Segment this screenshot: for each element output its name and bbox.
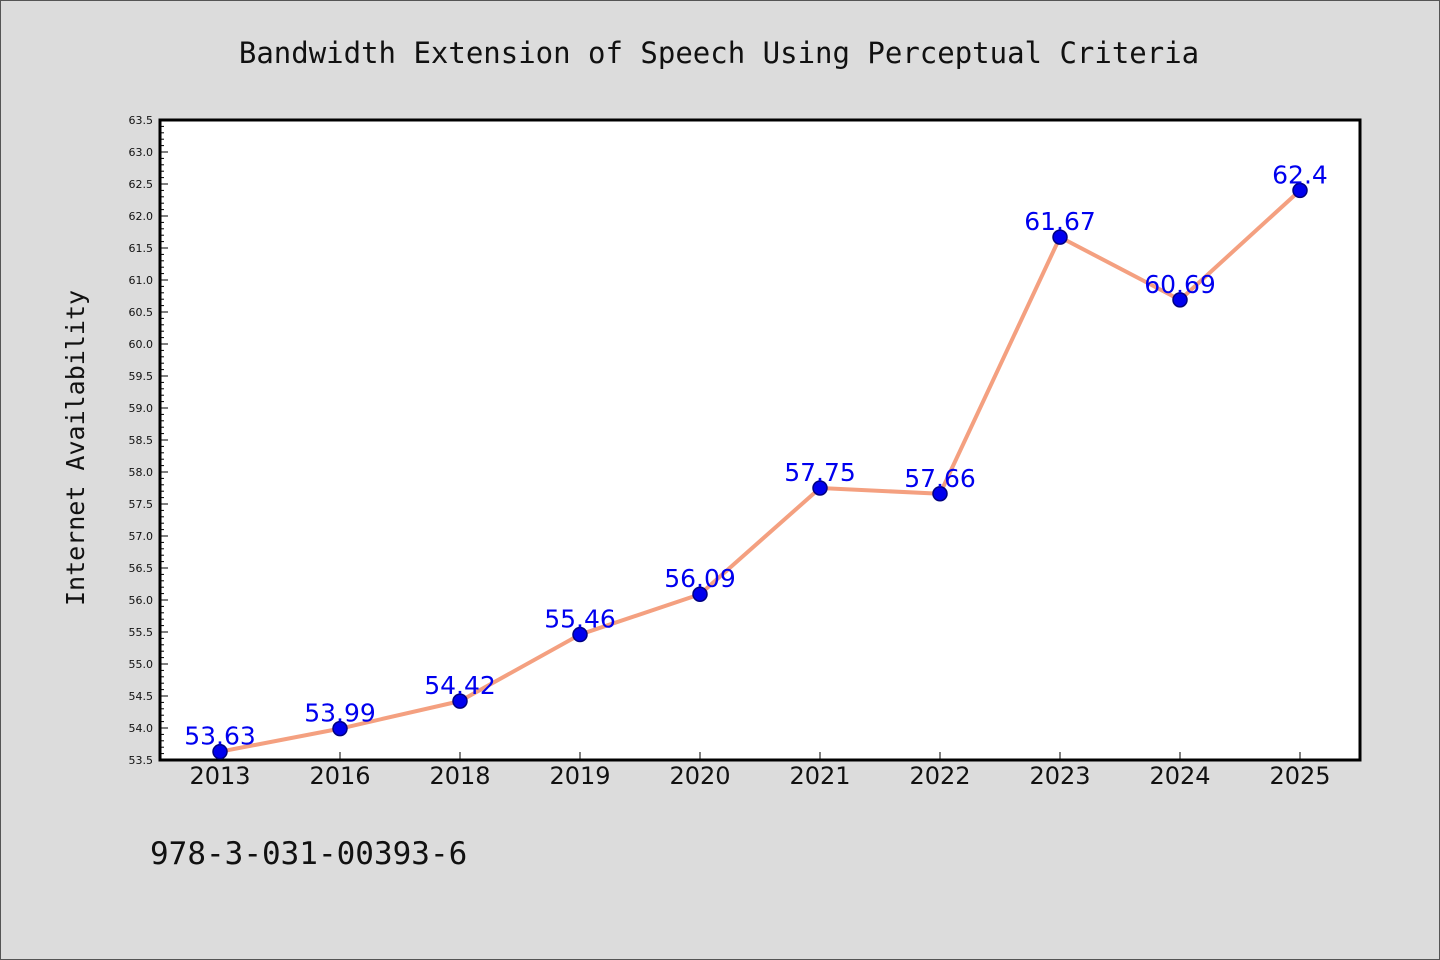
x-tick-label: 2021 bbox=[789, 762, 850, 790]
y-tick-label: 63.0 bbox=[129, 146, 154, 159]
data-point bbox=[572, 626, 588, 643]
y-axis: 53.5 54.0 54.5 55.0 55.5 56.0 56.5 57.0 57.5 58.0… bbox=[129, 114, 168, 767]
x-tick-label: 2025 bbox=[1269, 762, 1330, 790]
y-tick-label: 59.0 bbox=[129, 402, 154, 415]
data-label: 53.63 bbox=[184, 722, 256, 751]
data-label: 54.42 bbox=[424, 671, 496, 700]
y-tick-label: 60.5 bbox=[129, 306, 154, 319]
y-tick-label: 57.0 bbox=[129, 530, 154, 543]
y-tick-label: 60.0 bbox=[129, 338, 154, 351]
chart-title: Bandwidth Extension of Speech Using Perc… bbox=[239, 36, 1199, 70]
y-tick-label: 61.5 bbox=[129, 242, 154, 255]
y-tick-label: 56.0 bbox=[129, 594, 154, 607]
data-point bbox=[1292, 182, 1308, 199]
y-tick-label: 61.0 bbox=[129, 274, 154, 287]
y-tick-label: 53.5 bbox=[129, 754, 154, 767]
y-tick-label: 59.5 bbox=[129, 370, 154, 383]
x-tick-label: 2019 bbox=[549, 762, 610, 790]
data-point bbox=[332, 720, 348, 737]
x-tick-label: 2024 bbox=[1149, 762, 1210, 790]
x-axis: 2013 2016 2018 2019 2020 2021 2022 2023 2024 2025 bbox=[189, 752, 1331, 790]
y-tick-label: 55.5 bbox=[129, 626, 154, 639]
x-tick-label: 2016 bbox=[309, 762, 370, 790]
data-label: 55.46 bbox=[544, 605, 616, 634]
plot-area bbox=[158, 118, 1362, 762]
y-axis-label: Internet Availability bbox=[61, 290, 90, 606]
data-label: 57.75 bbox=[784, 458, 856, 487]
isbn-footer-text: 978-3-031-00393-6 bbox=[150, 836, 467, 872]
data-point bbox=[812, 480, 828, 496]
series-layer: 53.63 53.99 54.42 55.46 56.09 57.75 57.66 61.67… bbox=[184, 160, 1328, 760]
data-point bbox=[212, 743, 228, 760]
y-tick-label: 58.5 bbox=[129, 434, 154, 447]
x-tick-label: 2013 bbox=[189, 762, 250, 790]
x-tick-label: 2020 bbox=[669, 762, 730, 790]
data-label: 60.69 bbox=[1144, 270, 1216, 299]
x-tick-label: 2018 bbox=[429, 762, 490, 790]
data-point bbox=[692, 586, 708, 602]
y-tick-label: 58.0 bbox=[129, 466, 154, 479]
data-label: 61.67 bbox=[1024, 207, 1096, 236]
x-tick-label: 2022 bbox=[909, 762, 970, 790]
data-label: 57.66 bbox=[904, 464, 976, 493]
data-label: 62.4 bbox=[1272, 160, 1328, 189]
y-tick-label: 63.5 bbox=[129, 114, 154, 127]
data-point bbox=[1172, 292, 1188, 308]
y-tick-label: 57.5 bbox=[129, 498, 154, 511]
y-tick-label: 54.5 bbox=[129, 690, 154, 703]
y-tick-label: 56.5 bbox=[129, 562, 154, 575]
series-line bbox=[218, 188, 1302, 754]
y-tick-label: 62.0 bbox=[129, 210, 154, 223]
data-label: 56.09 bbox=[664, 564, 736, 593]
data-point bbox=[1052, 229, 1068, 245]
data-label: 53.99 bbox=[304, 699, 376, 728]
y-tick-label: 55.0 bbox=[129, 658, 154, 671]
data-point bbox=[932, 486, 948, 502]
data-point bbox=[452, 693, 468, 709]
x-tick-label: 2023 bbox=[1029, 762, 1090, 790]
y-tick-label: 62.5 bbox=[129, 178, 154, 191]
y-tick-label: 54.0 bbox=[129, 722, 154, 735]
